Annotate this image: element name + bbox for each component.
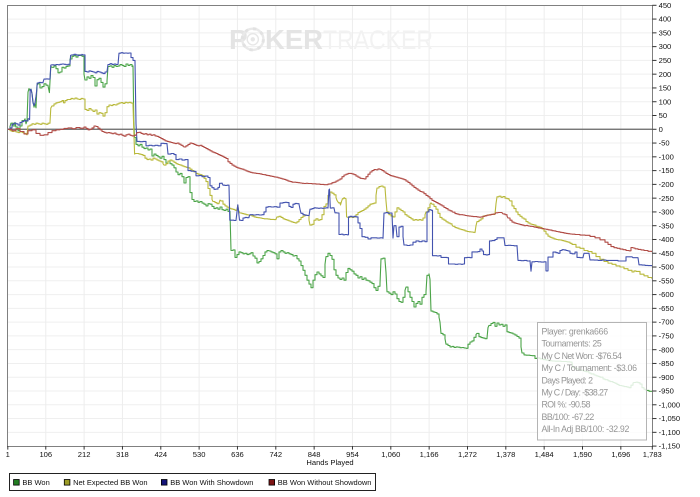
- svg-text:400: 400: [659, 15, 672, 24]
- svg-text:848: 848: [308, 450, 321, 459]
- svg-text:1,590: 1,590: [573, 450, 592, 459]
- svg-text:-50: -50: [659, 139, 670, 148]
- svg-text:50: 50: [659, 111, 667, 120]
- svg-text:250: 250: [659, 56, 672, 65]
- svg-text:BB/100: -67.22: BB/100: -67.22: [542, 412, 595, 422]
- svg-text:350: 350: [659, 28, 672, 37]
- svg-text:-1,100: -1,100: [659, 428, 681, 437]
- svg-text:-800: -800: [659, 345, 674, 354]
- svg-text:106: 106: [39, 450, 52, 459]
- svg-text:All-In Adj BB/100: -32.92: All-In Adj BB/100: -32.92: [542, 424, 630, 434]
- svg-text:100: 100: [659, 97, 672, 106]
- svg-text:-300: -300: [659, 208, 674, 217]
- svg-text:954: 954: [346, 450, 359, 459]
- svg-text:My C Net Won: -$76.54: My C Net Won: -$76.54: [542, 351, 622, 361]
- svg-text:1: 1: [6, 450, 10, 459]
- svg-text:-150: -150: [659, 166, 674, 175]
- svg-text:-950: -950: [659, 387, 674, 396]
- svg-text:-900: -900: [659, 373, 674, 382]
- svg-text:1,484: 1,484: [535, 450, 554, 459]
- svg-text:-600: -600: [659, 290, 674, 299]
- svg-text:My C / Tournament: -$3.06: My C / Tournament: -$3.06: [542, 363, 638, 373]
- svg-text:1,272: 1,272: [458, 450, 477, 459]
- svg-text:Net Expected BB Won: Net Expected BB Won: [73, 478, 147, 487]
- svg-text:0: 0: [659, 125, 663, 134]
- svg-text:-700: -700: [659, 318, 674, 327]
- svg-text:Player: grenka666: Player: grenka666: [542, 327, 609, 337]
- svg-text:ROI %: -90.58: ROI %: -90.58: [542, 400, 591, 410]
- svg-text:-500: -500: [659, 263, 674, 272]
- svg-text:1,696: 1,696: [611, 450, 630, 459]
- svg-text:BB Won Without Showdown: BB Won Without Showdown: [278, 478, 372, 487]
- svg-text:742: 742: [269, 450, 282, 459]
- svg-text:636: 636: [231, 450, 244, 459]
- svg-text:450: 450: [659, 1, 672, 10]
- svg-text:150: 150: [659, 84, 672, 93]
- svg-text:-550: -550: [659, 276, 674, 285]
- svg-text:Tournaments: 25: Tournaments: 25: [542, 339, 602, 349]
- svg-text:1,783: 1,783: [643, 450, 662, 459]
- svg-text:-100: -100: [659, 152, 674, 161]
- svg-text:1,166: 1,166: [420, 450, 439, 459]
- svg-text:-1,000: -1,000: [659, 400, 681, 409]
- svg-text:-850: -850: [659, 359, 674, 368]
- svg-text:TRACKER: TRACKER: [323, 25, 433, 55]
- svg-text:-250: -250: [659, 194, 674, 203]
- svg-text:530: 530: [193, 450, 206, 459]
- svg-text:P: P: [229, 24, 249, 55]
- svg-text:300: 300: [659, 42, 672, 51]
- svg-text:My C / Day: -$38.27: My C / Day: -$38.27: [542, 388, 609, 398]
- svg-text:-1,050: -1,050: [659, 414, 681, 423]
- svg-text:Hands Played: Hands Played: [306, 458, 353, 467]
- svg-text:-350: -350: [659, 221, 674, 230]
- svg-text:-650: -650: [659, 304, 674, 313]
- svg-text:-750: -750: [659, 332, 674, 341]
- svg-text:-450: -450: [659, 249, 674, 258]
- svg-text:212: 212: [78, 450, 91, 459]
- svg-text:424: 424: [154, 450, 167, 459]
- svg-text:-400: -400: [659, 235, 674, 244]
- svg-text:-200: -200: [659, 180, 674, 189]
- svg-text:Days Played: 2: Days Played: 2: [542, 375, 594, 385]
- svg-text:KER: KER: [265, 24, 323, 55]
- svg-text:BB Won: BB Won: [22, 478, 49, 487]
- svg-text:200: 200: [659, 70, 672, 79]
- svg-text:1,378: 1,378: [496, 450, 515, 459]
- svg-text:1,060: 1,060: [381, 450, 400, 459]
- svg-text:BB Won With Showdown: BB Won With Showdown: [170, 478, 253, 487]
- svg-text:-1,150: -1,150: [659, 442, 681, 451]
- svg-text:318: 318: [116, 450, 129, 459]
